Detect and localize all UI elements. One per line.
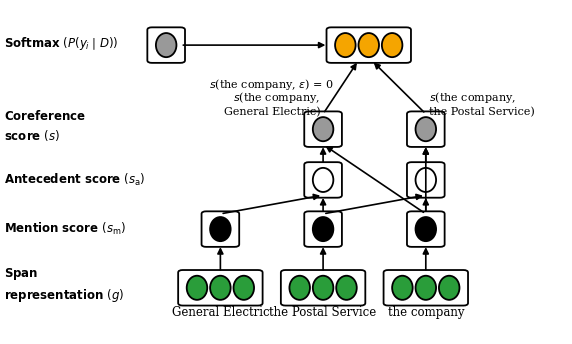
Text: General Electric: General Electric: [172, 305, 269, 319]
Text: $s$(the company, $\epsilon$) = 0: $s$(the company, $\epsilon$) = 0: [209, 77, 333, 92]
Text: $s$(the company,
General Electric): $s$(the company, General Electric): [224, 90, 320, 118]
Ellipse shape: [439, 276, 459, 300]
Ellipse shape: [289, 276, 310, 300]
Ellipse shape: [415, 117, 436, 141]
Text: $\mathbf{Span}$
$\mathbf{representation}\ (g)$: $\mathbf{Span}$ $\mathbf{representation}…: [3, 266, 124, 303]
Text: the company: the company: [388, 305, 464, 319]
Text: $\mathbf{Coreference}$
$\mathbf{score}\ (s)$: $\mathbf{Coreference}$ $\mathbf{score}\ …: [3, 109, 86, 143]
Ellipse shape: [233, 276, 254, 300]
Ellipse shape: [313, 217, 333, 241]
Text: $s$(the company,
the Postal Service): $s$(the company, the Postal Service): [428, 90, 534, 118]
Text: $\mathbf{Antecedent\ score}\ (s_\mathrm{a})$: $\mathbf{Antecedent\ score}\ (s_\mathrm{…: [3, 172, 145, 188]
Ellipse shape: [415, 168, 436, 192]
Ellipse shape: [415, 276, 436, 300]
Ellipse shape: [415, 217, 436, 241]
FancyBboxPatch shape: [178, 270, 263, 305]
Text: $\mathbf{Mention\ score}\ (s_\mathrm{m})$: $\mathbf{Mention\ score}\ (s_\mathrm{m})…: [3, 221, 126, 237]
Ellipse shape: [392, 276, 412, 300]
Ellipse shape: [210, 276, 231, 300]
Ellipse shape: [336, 276, 357, 300]
Ellipse shape: [313, 117, 333, 141]
FancyBboxPatch shape: [407, 111, 444, 147]
Ellipse shape: [359, 33, 379, 57]
FancyBboxPatch shape: [148, 27, 185, 63]
Text: $\mathbf{Softmax}$ $(P(y_i \mid D))$: $\mathbf{Softmax}$ $(P(y_i \mid D))$: [3, 35, 118, 52]
FancyBboxPatch shape: [304, 211, 342, 247]
FancyBboxPatch shape: [201, 211, 239, 247]
FancyBboxPatch shape: [304, 162, 342, 198]
Ellipse shape: [313, 276, 333, 300]
Ellipse shape: [313, 168, 333, 192]
FancyBboxPatch shape: [304, 111, 342, 147]
FancyBboxPatch shape: [384, 270, 468, 305]
Ellipse shape: [210, 217, 231, 241]
FancyBboxPatch shape: [327, 27, 411, 63]
FancyBboxPatch shape: [407, 162, 444, 198]
FancyBboxPatch shape: [407, 211, 444, 247]
Ellipse shape: [335, 33, 356, 57]
Ellipse shape: [382, 33, 403, 57]
Text: the Postal Service: the Postal Service: [269, 305, 377, 319]
FancyBboxPatch shape: [281, 270, 366, 305]
Ellipse shape: [186, 276, 207, 300]
Ellipse shape: [156, 33, 176, 57]
